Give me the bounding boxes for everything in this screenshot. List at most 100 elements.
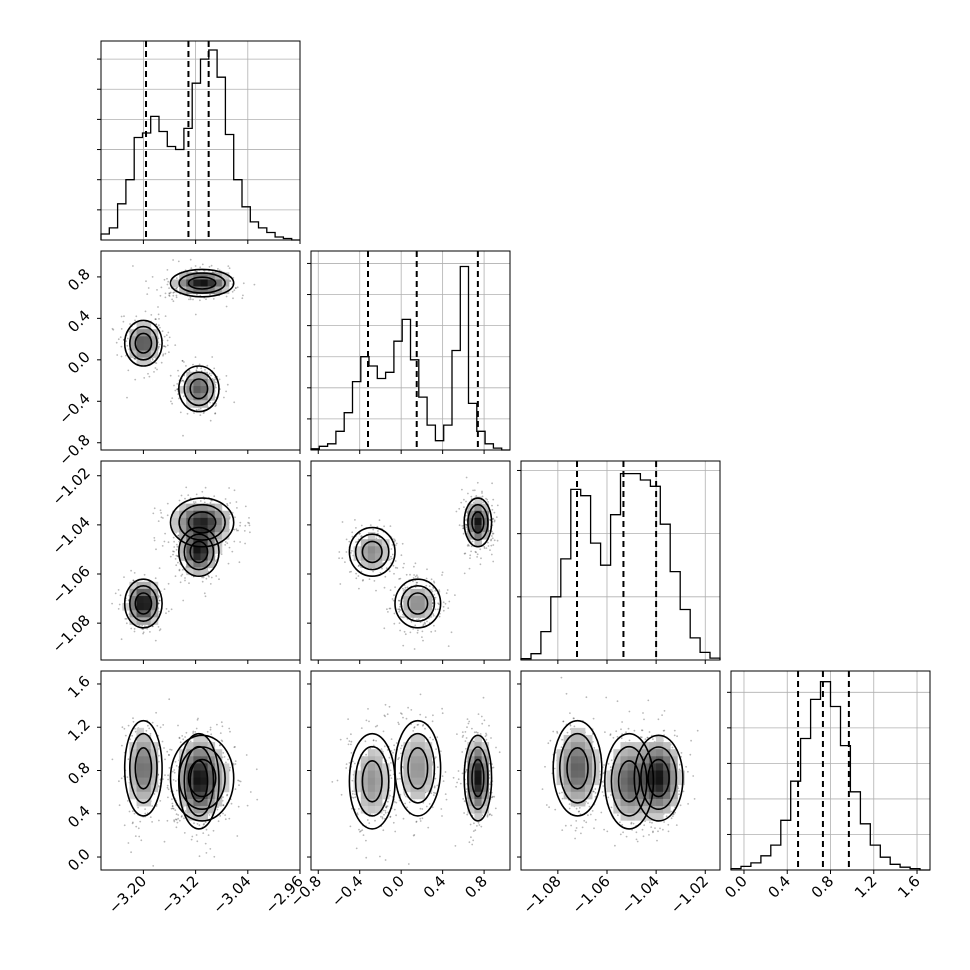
pair-p1-p4-sample-point <box>162 778 164 780</box>
pair-p2-p3-sample-point <box>438 589 441 591</box>
pair-p2-p4-sample-point <box>421 808 424 810</box>
pair-p1-p4-density-cell <box>143 756 152 764</box>
pair-p1-p3-sample-point <box>249 531 251 534</box>
pair-p2-p4-sample-point <box>350 740 353 743</box>
pair-p1-p3-density-cell <box>214 503 223 512</box>
pair-p1-p3-sample-point <box>215 575 218 577</box>
pair-p2-p4-sample-point <box>435 748 437 750</box>
pair-p1-p2-density-cell <box>193 378 201 387</box>
pair-p2-p3-sample-point <box>492 517 495 520</box>
pair-p1-p4-contour <box>189 759 209 803</box>
pair-p1-p3-density-cell <box>193 517 201 526</box>
pair-p1-p4-density-cell <box>200 798 209 807</box>
pair-p1-p2-sample-point <box>122 320 125 323</box>
pair-p1-p2-sample-point <box>241 297 244 300</box>
pair-p2-p4-sample-point <box>416 724 419 726</box>
pair-p2-p3-density-cell <box>467 524 475 533</box>
pair-p1-p3-density-cell <box>143 610 152 618</box>
pair-p1-p3-sample-point <box>176 545 179 548</box>
pair-p1-p4-sample-point <box>236 835 239 837</box>
pair-p2-p3-sample-point <box>476 556 478 558</box>
pair-p2-p4-sample-point <box>441 815 443 817</box>
pair-p2-p3-sample-point <box>357 565 360 567</box>
pair-p2-p4-sample-point <box>387 800 389 803</box>
pair-p2-p4-sample-point <box>482 696 485 699</box>
pair-p1-p3-sample-point <box>233 528 236 531</box>
pair-p2-p4-sample-point <box>463 812 465 814</box>
pair-p2-p4-density-cell <box>410 749 419 757</box>
pair-p1-p4-sample-point <box>232 762 235 765</box>
pair-p1-p2-density-cell <box>207 378 216 387</box>
pair-p2-p4-sample-point <box>383 813 385 816</box>
pair-p1-p3-sample-point <box>188 582 190 585</box>
pair-p2-p4-density-cell <box>467 763 475 771</box>
pair-p2-p3-density-cell <box>403 588 411 597</box>
pair-p2-p4-density-cell <box>367 806 376 814</box>
pair-p1-p3-density-cell <box>214 524 223 533</box>
pair-p2-p4-density-cell <box>474 763 482 771</box>
pair-p2-p4-density-cell <box>474 770 482 779</box>
pair-p1-p3-sample-point <box>224 541 227 543</box>
pair-p1-p3-sample-point <box>235 528 238 531</box>
pair-p2-p4-sample-point <box>466 726 468 729</box>
pair-p1-p4-sample-point <box>182 738 185 741</box>
pair-p2-p3-sample-point <box>372 570 374 573</box>
pair-p3-p4-sample-point <box>616 735 619 738</box>
pair-p2-p3-sample-point <box>398 599 401 602</box>
pair-p2-p4-sample-point <box>361 829 364 831</box>
pair-p1-p4-sample-point <box>222 804 225 807</box>
pair-p2-p4-density-cell <box>467 770 475 779</box>
pair-p1-p4-density-cell <box>129 756 137 764</box>
pair-p1-p2-sample-point <box>160 361 163 364</box>
pair-p2-p4-density-cell <box>360 777 369 786</box>
pair-p2-p3-density-cell <box>382 546 390 554</box>
pair-p1-p3-sample-point <box>180 575 183 577</box>
pair-p1-p4-sample-point <box>163 840 166 843</box>
pair-p2-p4-density-cell <box>481 749 490 757</box>
pair-p1-p4-sample-point <box>218 744 221 747</box>
pair-p1-p4-sample-point <box>171 807 174 810</box>
pair-p1-p2-density-cell <box>214 279 223 287</box>
pair-p2-p4-density-cell <box>424 756 433 764</box>
pair-p2-p4-density-cell <box>481 798 490 807</box>
pair-p1-p2-sample-point <box>215 386 217 389</box>
pair-p2-p3-sample-point <box>493 539 496 542</box>
pair-p2-p4-density-cell <box>353 784 362 793</box>
pair-p1-p3-sample-point <box>202 576 205 579</box>
pair-p1-p4-sample-point <box>217 820 220 823</box>
pair-p1-p4-sample-point <box>166 750 169 753</box>
pair-p1-p3-density-cell <box>186 517 194 526</box>
pair-p1-p2-sample-point <box>233 289 236 292</box>
pair-p2-p4-sample-point <box>471 740 474 742</box>
pair-p2-p4-sample-point <box>402 817 405 820</box>
pair-p1-p3-sample-point <box>176 555 179 557</box>
pair-p2-p4-sample-point <box>465 737 468 739</box>
pair-p2-p3-density-cell <box>353 553 362 561</box>
pair-p2-p4-sample-point <box>421 817 424 820</box>
pair-p1-p4-sample-point <box>181 815 183 817</box>
pair-p1-p4-density-cell <box>143 770 152 779</box>
pair-p2-p3-sample-point <box>378 519 381 522</box>
pair-p2-p4-density-cell <box>374 756 383 764</box>
pair-p2-p4-density-cell <box>360 798 369 807</box>
pair-p1-p2-sample-point <box>215 404 218 407</box>
pair-p2-p4-density-cell <box>403 742 411 750</box>
pair-p2-p4-density-cell <box>360 770 369 779</box>
pair-p2-p3-sample-point <box>486 498 489 501</box>
pair-p2-p3-sample-point <box>463 552 466 555</box>
pair-p1-p2-sample-point <box>158 343 161 346</box>
pair-p2-p3-sample-point <box>491 535 493 537</box>
pair-p1-p3-sample-point <box>159 509 162 512</box>
pair-p2-p4-sample-point <box>456 781 458 784</box>
pair-p2-p3-sample-point <box>391 544 394 546</box>
pair-p2-p3-sample-point <box>392 599 395 602</box>
pair-p2-p4-sample-point <box>476 825 478 827</box>
pair-p2-p3-sample-point <box>393 594 395 597</box>
pair-p1-p4-sample-point <box>149 816 152 818</box>
pair-p2-p3-density-cell <box>367 539 376 547</box>
pair-p1-p4-sample-point <box>178 819 181 822</box>
pair-p1-p4-sample-point <box>195 727 198 730</box>
pair-p2-p3-contour <box>467 503 489 541</box>
pair-p2-p4-sample-point <box>381 816 384 819</box>
pair-p2-p4-sample-point <box>424 716 427 719</box>
